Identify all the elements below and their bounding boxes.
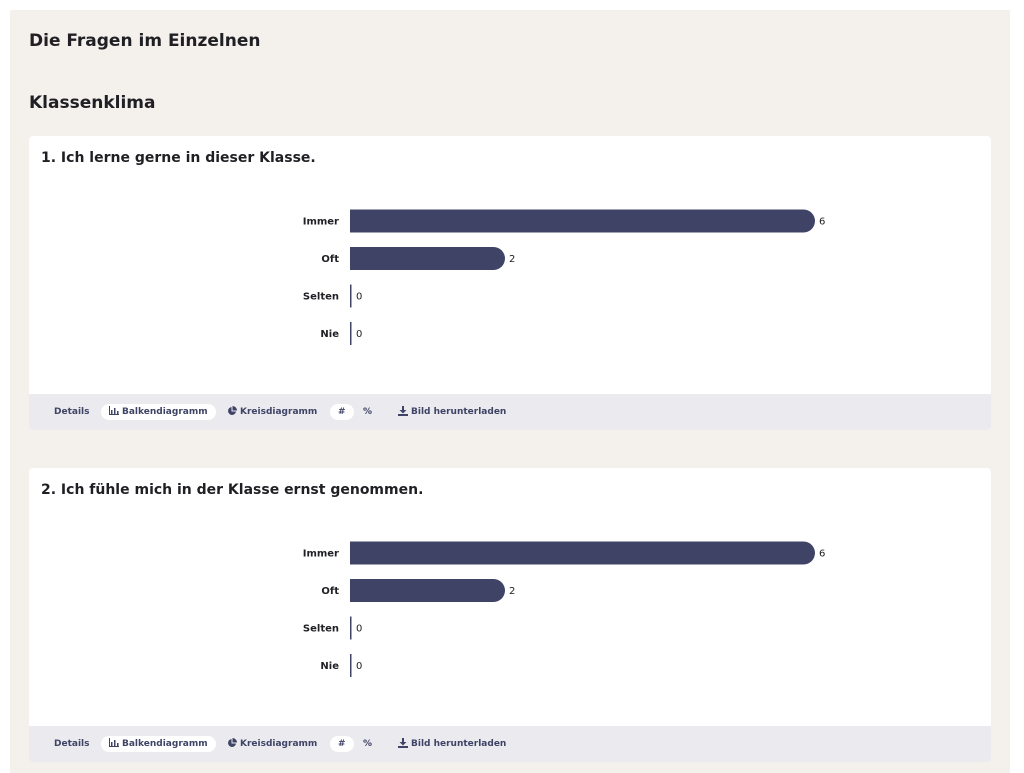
percent-toggle[interactable]: % bbox=[363, 407, 373, 417]
pie-chart-label: Kreisdiagramm bbox=[240, 407, 318, 417]
section-title: Klassenklima bbox=[29, 93, 156, 113]
results-panel: Die Fragen im Einzelnen Klassenklima 1. … bbox=[10, 10, 1010, 773]
bar-chart-icon bbox=[109, 738, 119, 747]
question-card-1: 1. Ich lerne gerne in dieser Klasse. Imm… bbox=[29, 136, 991, 430]
bar bbox=[350, 616, 352, 640]
category-label: Immer bbox=[303, 549, 339, 560]
details-button[interactable]: Details bbox=[54, 739, 90, 749]
bar-chart-label: Balkendiagramm bbox=[122, 739, 208, 749]
download-label: Bild herunterladen bbox=[411, 407, 507, 417]
bar-chart-icon bbox=[109, 406, 119, 415]
bar bbox=[350, 541, 815, 565]
category-label: Selten bbox=[303, 624, 339, 635]
download-image-button[interactable]: Bild herunterladen bbox=[390, 404, 514, 420]
count-toggle[interactable]: # bbox=[330, 736, 354, 752]
bar bbox=[350, 284, 352, 308]
page-title: Die Fragen im Einzelnen bbox=[29, 31, 261, 51]
download-icon bbox=[398, 405, 408, 416]
download-icon bbox=[398, 737, 408, 748]
value-label: 2 bbox=[509, 586, 515, 597]
pie-chart-icon bbox=[228, 737, 237, 747]
question-title: 1. Ich lerne gerne in dieser Klasse. bbox=[41, 150, 316, 166]
bar-chart-button[interactable]: Balkendiagramm bbox=[101, 736, 216, 752]
value-label: 0 bbox=[356, 329, 362, 340]
value-label: 2 bbox=[509, 254, 515, 265]
bar bbox=[350, 322, 352, 345]
download-label: Bild herunterladen bbox=[411, 739, 507, 749]
count-toggle[interactable]: # bbox=[330, 404, 354, 420]
bar bbox=[350, 579, 505, 602]
value-label: 6 bbox=[819, 217, 825, 228]
category-label: Oft bbox=[321, 254, 339, 265]
pie-chart-icon bbox=[228, 405, 237, 415]
category-label: Nie bbox=[320, 329, 339, 340]
value-label: 6 bbox=[819, 549, 825, 560]
bar bbox=[350, 209, 815, 233]
bar bbox=[350, 247, 505, 270]
bar-chart-label: Balkendiagramm bbox=[122, 407, 208, 417]
percent-toggle[interactable]: % bbox=[363, 739, 373, 749]
bar bbox=[350, 654, 352, 677]
category-label: Nie bbox=[320, 661, 339, 672]
pie-chart-button[interactable]: Kreisdiagramm bbox=[219, 404, 325, 420]
value-label: 0 bbox=[356, 624, 362, 635]
value-label: 0 bbox=[356, 292, 362, 303]
details-button[interactable]: Details bbox=[54, 407, 90, 417]
chart-toolbar: Details Balkendiagramm Kreisdiagramm # %… bbox=[29, 726, 991, 762]
value-label: 0 bbox=[356, 661, 362, 672]
category-label: Immer bbox=[303, 217, 339, 228]
chart-toolbar: Details Balkendiagramm Kreisdiagramm # %… bbox=[29, 394, 991, 430]
category-label: Oft bbox=[321, 586, 339, 597]
pie-chart-button[interactable]: Kreisdiagramm bbox=[219, 736, 325, 752]
pie-chart-label: Kreisdiagramm bbox=[240, 739, 318, 749]
bar-chart-2: Immer 6 Oft 2 Selten 0 Nie 0 bbox=[303, 541, 825, 677]
question-card-2: 2. Ich fühle mich in der Klasse ernst ge… bbox=[29, 468, 991, 762]
bar-chart-1: Immer 6 Oft 2 Selten 0 Nie 0 bbox=[303, 209, 825, 345]
download-image-button[interactable]: Bild herunterladen bbox=[390, 736, 514, 752]
bar-chart-button[interactable]: Balkendiagramm bbox=[101, 404, 216, 420]
question-title: 2. Ich fühle mich in der Klasse ernst ge… bbox=[41, 482, 424, 498]
category-label: Selten bbox=[303, 292, 339, 303]
